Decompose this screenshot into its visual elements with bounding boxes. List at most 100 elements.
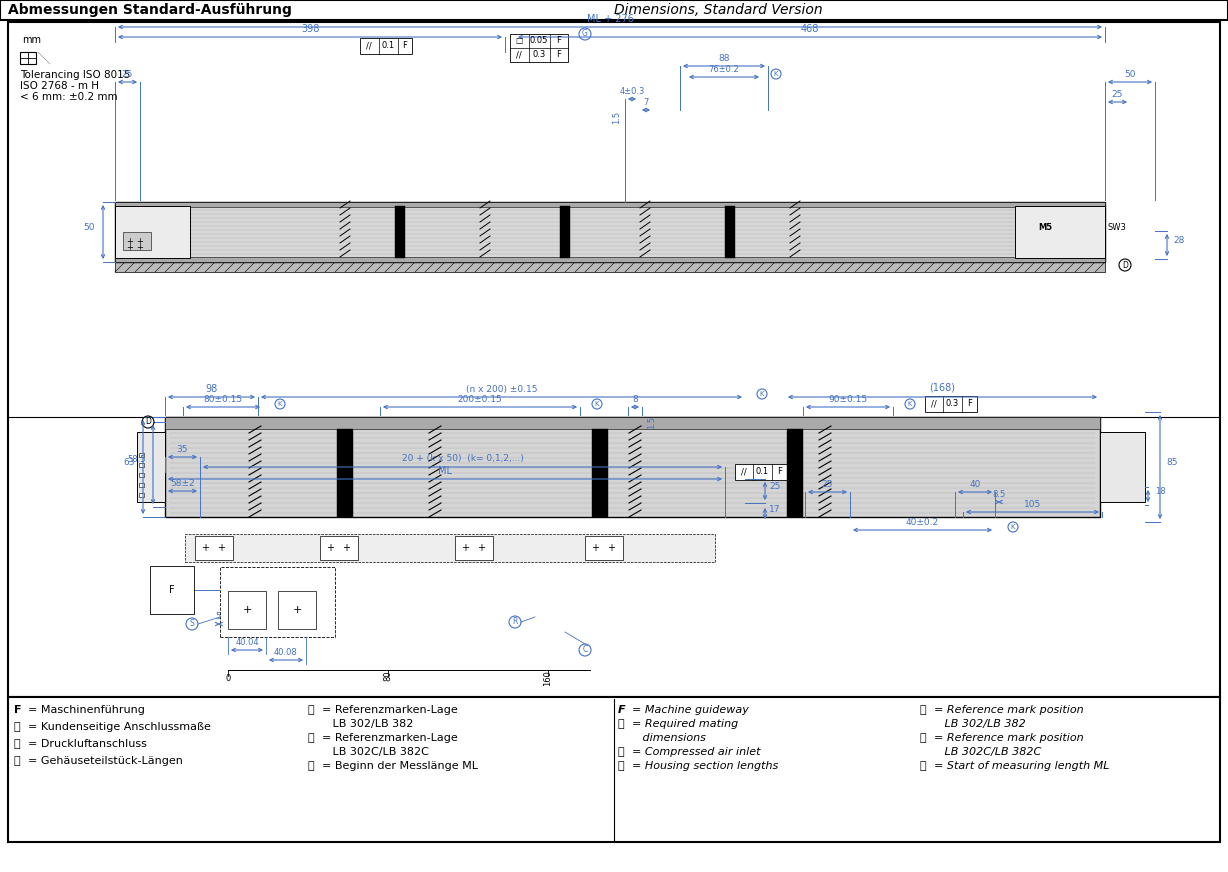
Bar [360, 38, 413, 54]
Text: K: K [278, 401, 282, 407]
Text: 40: 40 [969, 480, 981, 489]
Text: = Referenzmarken-Lage: = Referenzmarken-Lage [322, 733, 458, 743]
Text: 40.04: 40.04 [236, 638, 259, 647]
Text: Ⓢ: Ⓢ [920, 761, 927, 771]
Text: D: D [145, 418, 151, 426]
Text: dimensions: dimensions [632, 733, 706, 743]
Text: 160: 160 [544, 670, 553, 686]
Text: 28: 28 [1173, 236, 1185, 245]
Text: K: K [774, 71, 779, 77]
Text: = Referenzmarken-Lage: = Referenzmarken-Lage [322, 705, 458, 715]
Text: +: + [292, 605, 302, 615]
Bar [278, 591, 316, 629]
Text: LB 302C/LB 382C: LB 302C/LB 382C [935, 747, 1041, 757]
Circle shape [1028, 242, 1032, 246]
Bar [165, 417, 1100, 429]
Bar [736, 464, 787, 480]
Text: LB 302/LB 382: LB 302/LB 382 [322, 719, 414, 729]
Bar [787, 429, 803, 517]
Text: Dimensions, Standard Version: Dimensions, Standard Version [614, 3, 823, 17]
Text: = Required mating: = Required mating [632, 719, 738, 729]
Text: M5: M5 [1038, 222, 1052, 231]
Text: //: // [742, 467, 747, 476]
Text: K: K [1011, 524, 1016, 530]
Bar [1100, 432, 1144, 502]
Text: 50: 50 [1125, 70, 1136, 79]
Text: F: F [556, 51, 561, 59]
Bar [9, 697, 1219, 842]
Bar [115, 206, 190, 258]
Bar [228, 591, 266, 629]
Text: G: G [582, 30, 588, 38]
Text: +: + [136, 243, 144, 253]
Text: 80±0.15: 80±0.15 [204, 395, 243, 404]
Text: +: + [126, 236, 134, 246]
Text: C: C [582, 645, 588, 655]
Text: 76±0.2: 76±0.2 [709, 65, 739, 74]
Text: R: R [512, 617, 518, 626]
Text: LB 302C/LB 382C: LB 302C/LB 382C [322, 747, 429, 757]
Text: K: K [760, 391, 764, 397]
Text: D: D [1122, 261, 1129, 269]
Text: ML: ML [438, 466, 452, 476]
Bar [115, 257, 1105, 262]
Text: = Reference mark position: = Reference mark position [935, 733, 1083, 743]
Circle shape [1055, 239, 1065, 249]
Bar [9, 22, 1219, 697]
Text: Tolerancing ISO 8015: Tolerancing ISO 8015 [20, 70, 130, 80]
Text: //: // [931, 399, 937, 408]
Bar [336, 429, 352, 517]
Text: Ⓢ: Ⓢ [308, 761, 314, 771]
Bar [510, 34, 569, 62]
Text: = Druckluftanschluss: = Druckluftanschluss [28, 739, 147, 749]
Text: +: + [242, 605, 252, 615]
Text: +: + [591, 543, 599, 553]
Text: 105: 105 [1024, 500, 1041, 509]
Text: 468: 468 [801, 24, 819, 34]
Text: = Machine guideway: = Machine guideway [632, 705, 749, 715]
Circle shape [1120, 445, 1125, 449]
Text: ⓚ: ⓚ [618, 719, 625, 729]
Text: F: F [403, 42, 408, 51]
Text: Ⓡ: Ⓡ [308, 705, 314, 715]
Bar [395, 206, 405, 258]
Circle shape [1025, 239, 1035, 249]
Text: 1.5: 1.5 [647, 415, 657, 428]
Bar [925, 396, 977, 412]
Text: mm: mm [22, 35, 41, 45]
Circle shape [1120, 485, 1125, 489]
Bar [115, 262, 1105, 272]
Text: +: + [201, 543, 209, 553]
Text: 80: 80 [383, 670, 393, 681]
Bar [592, 429, 608, 517]
Text: 0: 0 [226, 674, 231, 683]
Bar [139, 463, 144, 467]
Circle shape [1059, 242, 1062, 246]
Bar [585, 536, 623, 560]
Text: 50: 50 [84, 223, 95, 232]
Text: 8: 8 [632, 395, 637, 404]
Text: ⓚ: ⓚ [14, 722, 21, 732]
Text: F: F [14, 705, 22, 715]
Text: 25: 25 [769, 482, 781, 491]
Text: ⓒ: ⓒ [308, 733, 314, 743]
Text: F: F [169, 585, 174, 595]
Bar [139, 453, 144, 457]
Circle shape [1115, 440, 1129, 454]
Text: 40.08: 40.08 [274, 648, 298, 657]
Text: 0.3: 0.3 [946, 399, 959, 408]
Text: 88: 88 [718, 54, 729, 63]
Text: 0.1: 0.1 [755, 467, 769, 476]
Text: F: F [968, 399, 973, 408]
Bar [1016, 206, 1105, 258]
Text: = Maschinenführung: = Maschinenführung [28, 705, 145, 715]
Text: +: + [343, 543, 350, 553]
Circle shape [1059, 212, 1062, 216]
Text: S: S [189, 619, 194, 629]
Text: = Housing section lengths: = Housing section lengths [632, 761, 779, 771]
Bar [165, 417, 1100, 517]
Text: 1.5: 1.5 [613, 111, 621, 124]
Text: = Gehäuseteilstück-Längen: = Gehäuseteilstück-Längen [28, 756, 183, 766]
Circle shape [1055, 209, 1065, 219]
Text: 0.3: 0.3 [533, 51, 545, 59]
